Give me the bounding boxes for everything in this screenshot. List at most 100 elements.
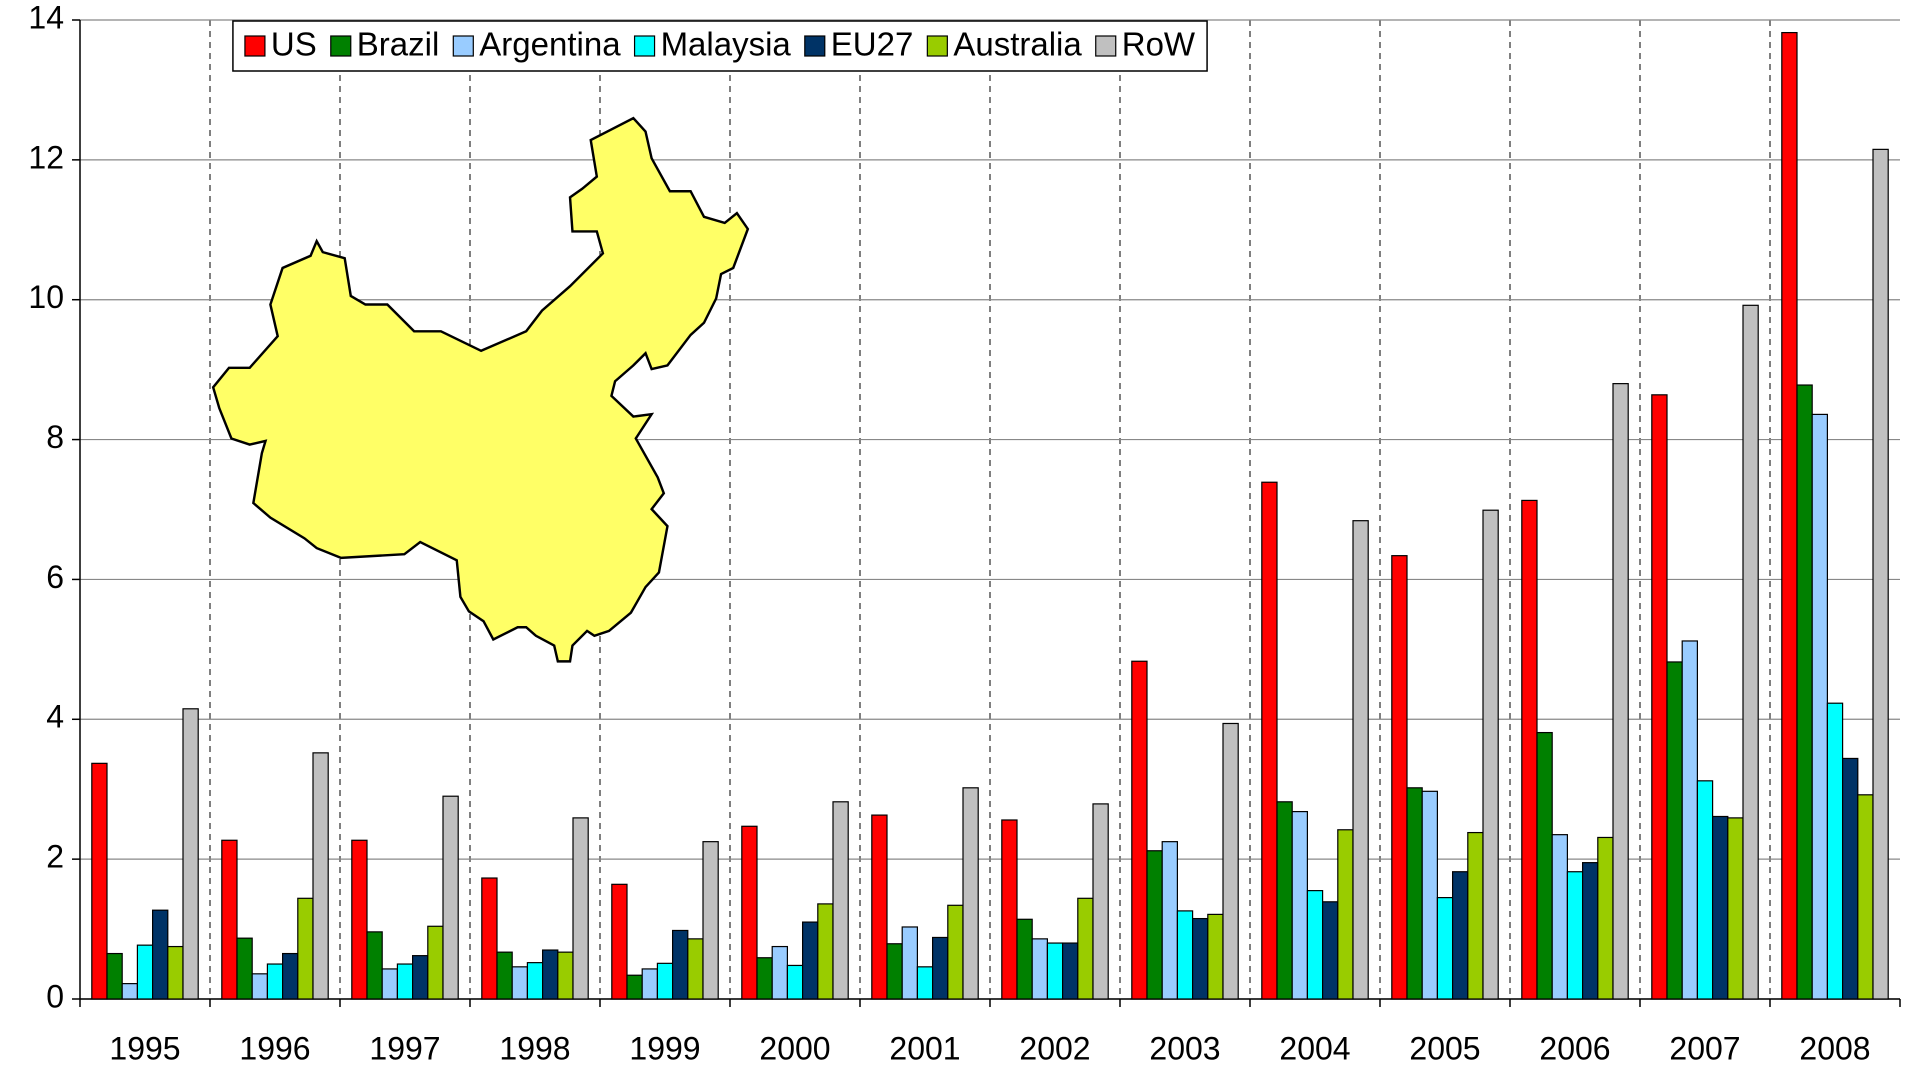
bar	[741, 825, 758, 1000]
bar	[541, 949, 559, 1000]
x-tick-label: 2003	[1149, 1030, 1220, 1066]
bar	[962, 787, 979, 1000]
x-tick-label: 2001	[889, 1030, 960, 1066]
legend-swatch	[330, 35, 352, 57]
bar	[1222, 722, 1239, 1000]
bar	[396, 963, 414, 1000]
bar	[1001, 819, 1018, 1000]
legend-swatch	[926, 35, 948, 57]
y-tick-label: 12	[28, 139, 64, 175]
x-tick-label: 2005	[1409, 1030, 1480, 1066]
bar	[442, 795, 459, 1000]
bar	[1811, 413, 1828, 1000]
bar	[1092, 803, 1109, 1000]
bar	[1146, 850, 1163, 1000]
y-tick-label: 10	[28, 279, 64, 315]
bar	[832, 801, 849, 1000]
legend-swatch	[1095, 35, 1117, 57]
bar	[351, 839, 368, 1000]
bar	[182, 708, 199, 1000]
bar	[1781, 31, 1798, 1000]
bar	[1727, 817, 1744, 1000]
bar	[1337, 829, 1354, 1000]
legend-label: EU27	[831, 26, 914, 63]
legend-label: US	[271, 26, 317, 63]
legend-swatch	[633, 35, 656, 57]
x-tick-label: 2002	[1019, 1030, 1090, 1066]
y-tick-label: 14	[28, 0, 64, 35]
bar	[1651, 394, 1668, 1000]
bar	[106, 952, 123, 1000]
legend-label: Argentina	[479, 26, 621, 63]
bar	[1061, 942, 1079, 1000]
bar	[1421, 790, 1438, 1000]
bar	[121, 983, 138, 1000]
bar	[1046, 942, 1064, 1000]
x-tick-label: 1996	[239, 1030, 310, 1066]
bar	[1291, 810, 1308, 1000]
bar	[1207, 913, 1224, 1000]
bar	[1796, 384, 1813, 1000]
bar	[1031, 938, 1048, 1000]
bar	[1406, 787, 1423, 1000]
bar	[1696, 780, 1714, 1000]
bar	[1467, 831, 1484, 1000]
bar	[496, 951, 513, 1000]
bar	[91, 762, 108, 1000]
legend-label: Australia	[953, 26, 1082, 63]
x-tick-label: 1999	[629, 1030, 700, 1066]
x-tick-label: 1995	[109, 1030, 180, 1066]
bar	[526, 962, 544, 1000]
bar	[427, 925, 444, 1000]
bar	[1711, 815, 1729, 1000]
bar	[702, 841, 719, 1000]
bar	[1857, 794, 1874, 1000]
bar	[801, 921, 819, 1000]
x-tick-label: 2007	[1669, 1030, 1740, 1066]
bar	[381, 968, 399, 1000]
bar	[1551, 834, 1568, 1000]
x-tick-label: 1997	[369, 1030, 440, 1066]
bar	[412, 955, 429, 1000]
bar	[1306, 890, 1324, 1000]
bar	[1681, 640, 1698, 1000]
bar	[1161, 841, 1178, 1000]
bar	[236, 937, 253, 1000]
legend: US Brazil Argentina Malaysia EU27 Australia Ro…	[232, 20, 1208, 72]
bar	[282, 952, 299, 1000]
bar	[626, 974, 643, 1000]
legend-label: Brazil	[357, 26, 440, 63]
bar	[221, 839, 238, 1000]
bar	[886, 943, 903, 1000]
bar	[1597, 836, 1614, 1000]
bar	[1352, 520, 1369, 1000]
bar	[1581, 862, 1599, 1000]
bar	[756, 957, 773, 1000]
bar	[671, 929, 689, 1000]
legend-box	[232, 20, 1208, 72]
bar	[1536, 731, 1553, 1000]
bar	[611, 883, 628, 1000]
bar	[1841, 757, 1859, 1000]
x-tick-label: 1998	[499, 1030, 570, 1066]
legend-label: Malaysia	[661, 26, 792, 63]
bar	[1826, 702, 1844, 1000]
bar	[817, 903, 834, 1000]
bar	[1077, 897, 1094, 1000]
bar	[786, 964, 804, 1000]
x-tick-label: 2000	[759, 1030, 830, 1066]
bar	[136, 944, 154, 1000]
x-tick-label: 2004	[1279, 1030, 1350, 1066]
bar	[511, 966, 529, 1000]
bar	[297, 897, 314, 1000]
legend-swatch	[804, 35, 826, 57]
legend-swatch	[244, 35, 266, 57]
bar	[366, 931, 383, 1000]
y-tick-label: 4	[46, 699, 64, 735]
bar	[1666, 661, 1683, 1000]
bar	[1612, 383, 1629, 1000]
bar	[312, 752, 329, 1000]
bar	[916, 966, 934, 1000]
bar	[771, 945, 789, 1000]
